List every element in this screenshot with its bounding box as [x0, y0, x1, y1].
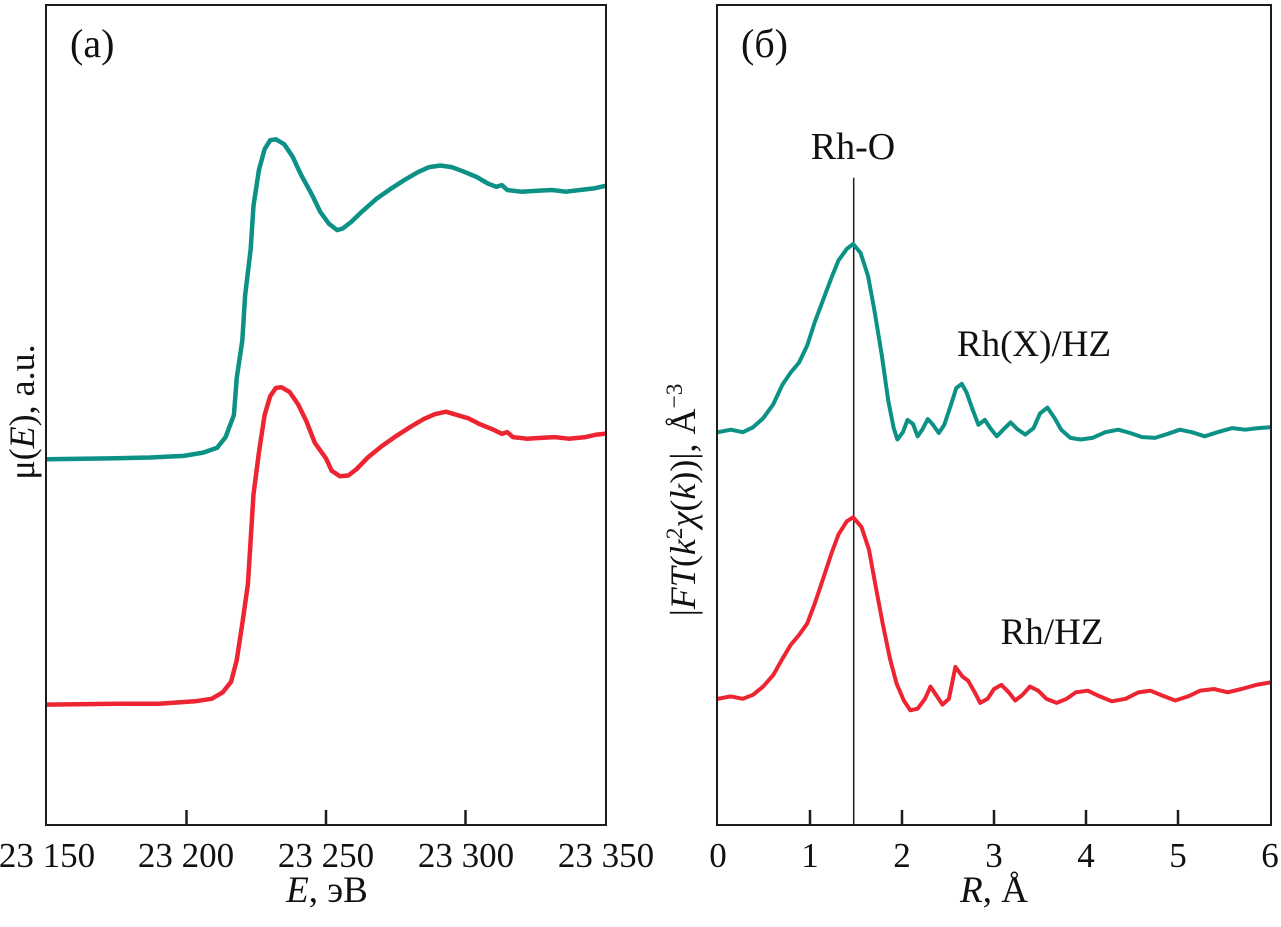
exafs-ft-chart — [718, 177, 1270, 824]
curve-label-rh-hz: Rh/HZ — [1000, 612, 1104, 653]
tick-label-r0: 0 — [709, 836, 727, 875]
panel-b-tag: (б) — [741, 21, 788, 66]
curve-rh-x-hz — [47, 137, 605, 462]
panel-b-x-axis-title: R, Å — [960, 870, 1028, 911]
panel-b-y-axis-title: |FT(k2χ(k))|, Å−3 — [662, 383, 703, 617]
panel-a-tag: (a) — [70, 21, 115, 66]
tick-label-23200: 23 200 — [137, 836, 235, 875]
tick-label-r2: 2 — [893, 836, 911, 875]
tick-label-23350: 23 350 — [557, 836, 655, 875]
tick-label-r4: 4 — [1077, 836, 1095, 875]
tick-label-23150: 23 150 — [0, 836, 96, 875]
tick-label-r3: 3 — [985, 836, 1003, 875]
curve-rh-hz — [47, 384, 605, 707]
xanes-chart — [47, 137, 605, 824]
panel-a-x-axis-title: E, эВ — [286, 870, 368, 911]
curve-rh-x-hz — [718, 242, 1270, 442]
curve-rh-hz — [718, 515, 1270, 713]
tick-label-r5: 5 — [1169, 836, 1187, 875]
tick-label-r6: 6 — [1261, 836, 1279, 875]
panel-a-y-axis-title: μ(E), a.u. — [2, 344, 42, 480]
rh-o-peak-label: Rh-O — [810, 126, 896, 168]
tick-label-23300: 23 300 — [417, 836, 515, 875]
tick-label-23250: 23 250 — [277, 836, 375, 875]
tick-label-r1: 1 — [801, 836, 819, 875]
curve-label-rhx-hz: Rh(X)/HZ — [956, 324, 1112, 365]
panel-b-plot-box — [716, 4, 1272, 826]
panel-a-plot-box — [45, 4, 607, 826]
